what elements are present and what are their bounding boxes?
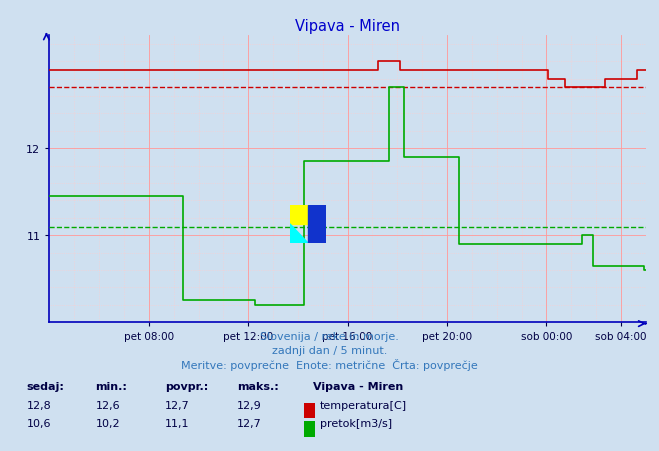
Polygon shape bbox=[290, 205, 308, 224]
Text: sedaj:: sedaj: bbox=[26, 381, 64, 391]
Text: Vipava - Miren: Vipava - Miren bbox=[313, 381, 403, 391]
Text: zadnji dan / 5 minut.: zadnji dan / 5 minut. bbox=[272, 345, 387, 355]
Text: 11,1: 11,1 bbox=[165, 419, 189, 428]
Text: maks.:: maks.: bbox=[237, 381, 279, 391]
Title: Vipava - Miren: Vipava - Miren bbox=[295, 18, 400, 33]
Text: 12,8: 12,8 bbox=[26, 400, 51, 410]
Text: min.:: min.: bbox=[96, 381, 127, 391]
Text: pretok[m3/s]: pretok[m3/s] bbox=[320, 419, 391, 428]
Text: 12,6: 12,6 bbox=[96, 400, 120, 410]
Polygon shape bbox=[290, 224, 308, 244]
Text: 12,7: 12,7 bbox=[237, 419, 262, 428]
Text: 10,2: 10,2 bbox=[96, 419, 120, 428]
Text: Meritve: povprečne  Enote: metrične  Črta: povprečje: Meritve: povprečne Enote: metrične Črta:… bbox=[181, 359, 478, 371]
Polygon shape bbox=[308, 205, 326, 244]
Text: povpr.:: povpr.: bbox=[165, 381, 208, 391]
Text: temperatura[C]: temperatura[C] bbox=[320, 400, 407, 410]
Text: 12,7: 12,7 bbox=[165, 400, 190, 410]
Text: 12,9: 12,9 bbox=[237, 400, 262, 410]
Text: 10,6: 10,6 bbox=[26, 419, 51, 428]
Text: Slovenija / reke in morje.: Slovenija / reke in morje. bbox=[260, 331, 399, 341]
